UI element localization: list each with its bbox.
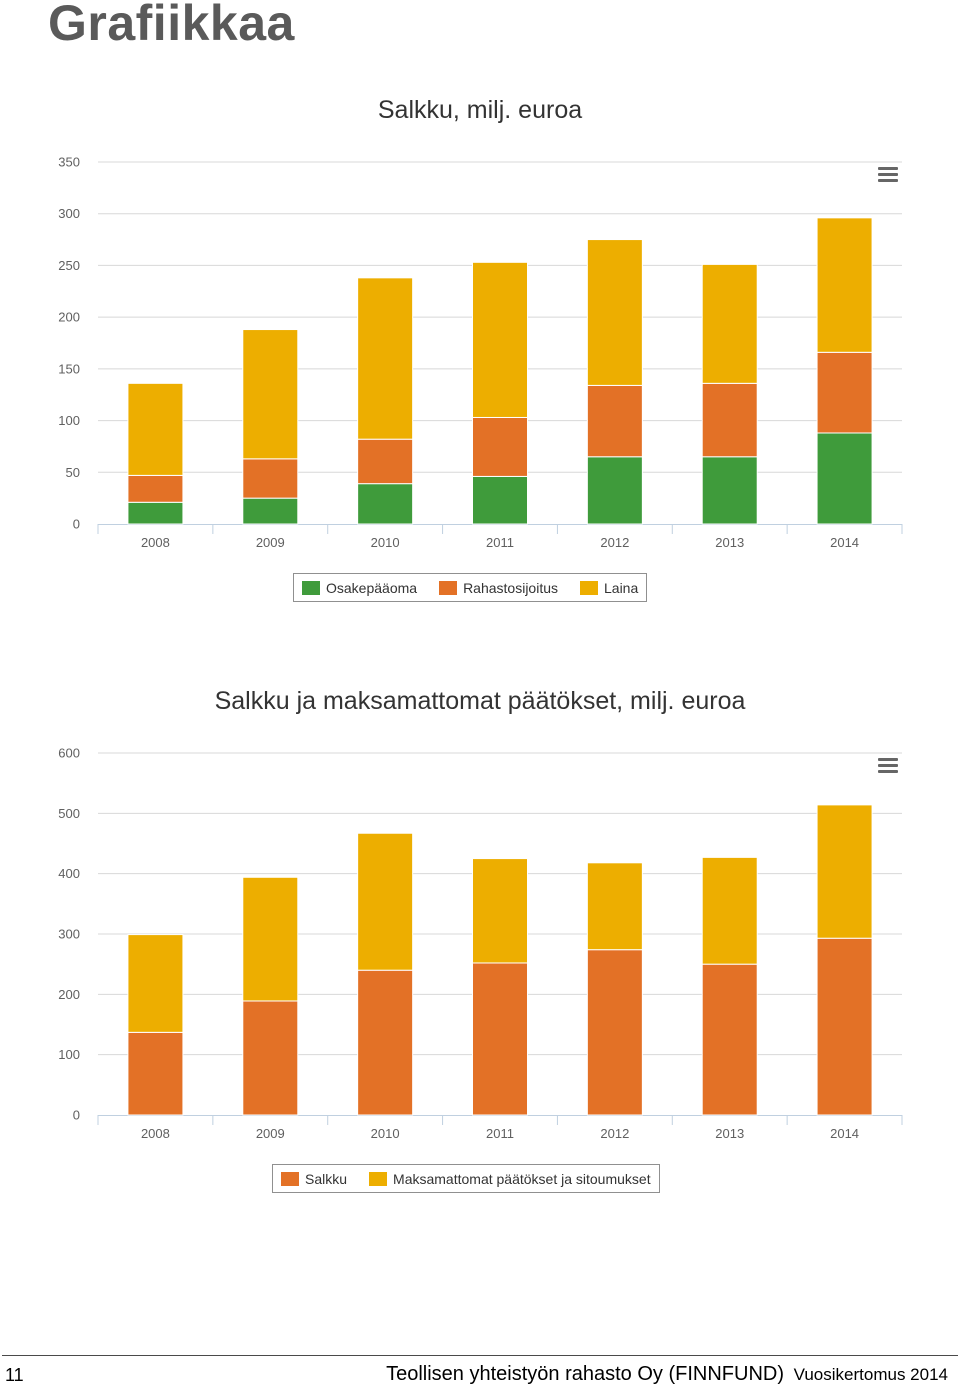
chart-2-bar-2013-series-0 — [701, 963, 758, 1116]
chart-2-legend-swatch — [369, 1171, 388, 1186]
chart-1-bar-2010-series-0 — [357, 483, 414, 525]
chart-2-bar-2008-series-0 — [127, 1031, 184, 1116]
chart-1-y-tick-label: 250 — [58, 258, 80, 273]
chart-2-legend-item[interactable]: Salkku — [281, 1171, 347, 1187]
footer-page-number: 11 — [5, 1365, 24, 1385]
chart-2-x-tick-label: 2011 — [486, 1126, 514, 1141]
chart-2-bar-2012-series-0 — [586, 949, 643, 1116]
chart-2-y-tick-label: 400 — [58, 866, 80, 881]
chart-1-bar-2014-series-0 — [816, 432, 873, 525]
chart-1-legend-swatch — [302, 580, 320, 595]
chart-1-y-tick-label: 150 — [58, 361, 80, 376]
chart-2-bar-2013-series-1 — [701, 856, 758, 965]
chart-1-x-tick-label: 2012 — [600, 535, 629, 550]
chart-1-legend-item[interactable]: Osakepääoma — [302, 580, 417, 596]
chart-1-legend-item[interactable]: Rahastosijoitus — [439, 580, 558, 596]
page-heading: Grafiikkaa — [48, 0, 295, 51]
chart-1-legend-label: Rahastosijoitus — [463, 579, 558, 596]
chart-1-y-tick-label: 300 — [58, 206, 80, 221]
chart-2-x-tick-label: 2010 — [371, 1126, 400, 1141]
chart-2-y-tick-label: 600 — [58, 746, 80, 761]
chart-1-menu-icon[interactable] — [877, 166, 899, 184]
chart-1-bar-2011-series-2 — [472, 261, 528, 418]
chart-1-bar-2013-series-2 — [701, 263, 758, 384]
chart-1-bar-2012-series-2 — [586, 239, 643, 386]
chart-2-y-tick-label: 0 — [73, 1108, 80, 1123]
chart-2-legend-swatch — [281, 1171, 299, 1186]
footer-rule — [2, 1355, 958, 1356]
chart-2-legend-label: Maksamattomat päätökset ja sitoumukset — [393, 1170, 651, 1187]
chart-2-x-tick-label: 2014 — [830, 1126, 859, 1141]
chart-2-title: Salkku ja maksamattomat päätökset, milj.… — [214, 687, 746, 715]
chart-2-y-tick-label: 200 — [58, 987, 80, 1002]
chart-1-bar-2014-series-1 — [816, 351, 873, 434]
chart-1-bar-2009-series-2 — [242, 329, 299, 460]
chart-1-bar-2011-series-1 — [472, 416, 528, 477]
chart-1-x-tick-label: 2014 — [830, 535, 859, 550]
chart-2-bar-2009-series-1 — [242, 876, 299, 1002]
chart-2-x-tick-label: 2008 — [141, 1126, 170, 1141]
chart-1-legend-label: Osakepääoma — [326, 579, 418, 596]
chart-1-legend-swatch — [439, 580, 458, 595]
chart-2-bar-2014-series-0 — [816, 937, 873, 1116]
chart-1-x-tick-label: 2009 — [256, 535, 285, 550]
chart-2-x-tick-label: 2009 — [256, 1126, 285, 1141]
chart-1-plot: 0 50 100 150 200 250 300 350 2008 2009 2010 2011 201… — [58, 155, 903, 550]
chart-2-legend-label: Salkku — [305, 1170, 348, 1187]
chart-2-bar-2012-series-1 — [586, 862, 643, 951]
chart-1-x-tick-label: 2010 — [371, 535, 400, 550]
chart-2-bar-2011-series-0 — [472, 962, 528, 1116]
chart-1-bar-2012-series-1 — [586, 384, 643, 458]
chart-2-bar-2008-series-1 — [127, 934, 184, 1033]
chart-1-x-tick-label: 2011 — [486, 535, 514, 550]
chart-1-bar-2013-series-1 — [701, 382, 758, 458]
footer-organization: Teollisen yhteistyön rahasto Oy (FINNFUN… — [386, 1363, 784, 1385]
chart-2-bar-2010-series-1 — [357, 832, 414, 971]
chart-2-legend: Salkku Maksamattomat päätökset ja sitoumu… — [272, 1164, 660, 1193]
chart-1-bar-2009-series-0 — [242, 497, 299, 525]
chart-1-x-tick-label: 2008 — [141, 535, 170, 550]
chart-2-plot: 0 100 200 300 400 500 600 2008 2009 2010 2011 2012 2… — [58, 746, 903, 1141]
chart-1-bar-2011-series-0 — [472, 475, 528, 525]
chart-1-title: Salkku, milj. euroa — [377, 96, 583, 124]
page-footer: 11 Teollisen yhteistyön rahasto Oy (FINN… — [0, 1352, 960, 1387]
chart-2-y-tick-label: 100 — [58, 1047, 80, 1062]
chart-1-legend-item[interactable]: Laina — [580, 580, 638, 596]
chart-1-x-tick-label: 2013 — [715, 535, 744, 550]
chart-1-legend-swatch — [580, 580, 598, 595]
chart-2-legend-item[interactable]: Maksamattomat päätökset ja sitoumukset — [369, 1171, 651, 1187]
chart-2-bar-2009-series-0 — [242, 1000, 299, 1116]
footer-report-title: Vuosikertomus 2014 — [793, 1365, 948, 1384]
chart-1-bar-2013-series-0 — [701, 456, 758, 525]
chart-1-bar-2009-series-1 — [242, 458, 299, 499]
chart-1-bar-2010-series-2 — [357, 277, 414, 440]
chart-2-x-tick-label: 2012 — [600, 1126, 629, 1141]
chart-1-bar-2012-series-0 — [586, 456, 643, 525]
chart-2-bar-2011-series-1 — [472, 858, 528, 964]
chart-2-menu-icon[interactable] — [877, 757, 899, 775]
chart-1-y-tick-label: 100 — [58, 413, 80, 428]
chart-2-y-tick-label: 500 — [58, 806, 80, 821]
chart-1-y-tick-label: 50 — [66, 465, 80, 480]
chart-1-y-tick-label: 350 — [58, 155, 80, 170]
chart-1-legend: Osakepääoma Rahastosijoitus Laina — [293, 573, 648, 602]
chart-1-bar-2014-series-2 — [816, 217, 873, 353]
chart-2-y-tick-label: 300 — [58, 927, 80, 942]
chart-1-y-tick-label: 0 — [73, 517, 80, 532]
chart-1-y-tick-label: 200 — [58, 310, 80, 325]
chart-2-bar-2014-series-1 — [816, 804, 873, 939]
chart-2-x-tick-label: 2013 — [715, 1126, 744, 1141]
chart-2-bar-2010-series-0 — [357, 969, 414, 1116]
chart-1-legend-label: Laina — [604, 579, 639, 596]
chart-1-bar-2008-series-2 — [127, 382, 184, 476]
